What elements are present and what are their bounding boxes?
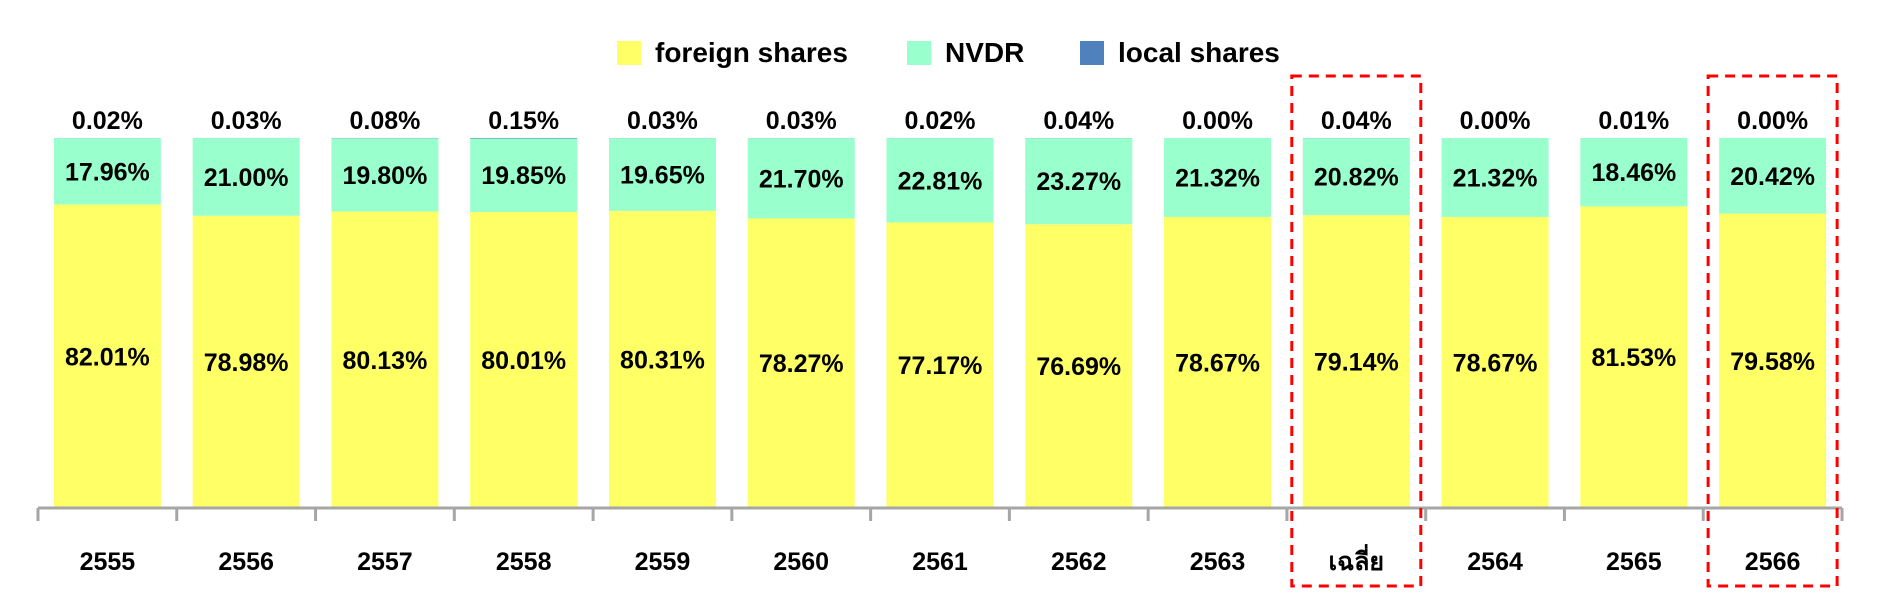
value-label-nvdr-8: 21.32%: [1175, 164, 1260, 192]
value-label-nvdr-12: 20.42%: [1730, 163, 1815, 191]
x-tick-label-7: 2562: [1051, 548, 1107, 576]
x-tick-label-0: 2555: [80, 548, 136, 576]
legend-label-0: foreign shares: [655, 37, 848, 68]
value-label-foreign-2: 80.13%: [343, 347, 428, 375]
value-label-nvdr-7: 23.27%: [1036, 168, 1121, 196]
value-label-local-7: 0.04%: [1043, 107, 1114, 135]
x-axis: 2555 2556 2557 2558 2559 2560 2561 2562 2563 เฉลี…: [38, 508, 1842, 576]
value-label-local-5: 0.03%: [766, 107, 837, 135]
value-label-foreign-3: 80.01%: [481, 347, 566, 375]
x-tick-label-10: 2564: [1467, 548, 1523, 576]
x-tick-label-4: 2559: [635, 548, 691, 576]
value-label-nvdr-9: 20.82%: [1314, 164, 1399, 192]
value-label-local-9: 0.04%: [1321, 107, 1392, 135]
value-label-local-4: 0.03%: [627, 107, 698, 135]
value-label-local-11: 0.01%: [1598, 107, 1669, 135]
value-label-local-10: 0.00%: [1460, 107, 1531, 135]
value-label-nvdr-10: 21.32%: [1453, 164, 1538, 192]
value-label-nvdr-5: 21.70%: [759, 165, 844, 193]
value-label-nvdr-11: 18.46%: [1591, 159, 1676, 187]
x-tick-label-8: 2563: [1190, 548, 1246, 576]
x-tick-label-9: เฉลี่ย: [1329, 544, 1385, 576]
bar-segment-local-shares-3: [470, 138, 577, 139]
value-label-nvdr-6: 22.81%: [898, 167, 983, 195]
x-tick-label-1: 2556: [218, 548, 274, 576]
value-label-foreign-8: 78.67%: [1175, 349, 1260, 377]
value-label-foreign-5: 78.27%: [759, 350, 844, 378]
value-label-nvdr-3: 19.85%: [481, 162, 566, 190]
legend-swatch-1: [907, 41, 931, 65]
value-label-foreign-9: 79.14%: [1314, 349, 1399, 377]
legend-swatch-0: [617, 41, 641, 65]
value-label-foreign-7: 76.69%: [1036, 353, 1121, 381]
legend-swatch-2: [1080, 41, 1104, 65]
legend: foreign shares NVDR local shares: [617, 37, 1280, 68]
value-label-local-8: 0.00%: [1182, 107, 1253, 135]
value-label-foreign-6: 77.17%: [898, 352, 983, 380]
value-label-foreign-1: 78.98%: [204, 349, 289, 377]
value-label-local-6: 0.02%: [905, 107, 976, 135]
value-label-nvdr-1: 21.00%: [204, 164, 289, 192]
value-label-local-12: 0.00%: [1737, 107, 1808, 135]
x-tick-label-12: 2566: [1745, 548, 1801, 576]
value-label-foreign-0: 82.01%: [65, 343, 150, 371]
value-label-local-3: 0.15%: [488, 107, 559, 135]
value-label-foreign-10: 78.67%: [1453, 349, 1538, 377]
x-tick-label-6: 2561: [912, 548, 968, 576]
value-label-foreign-11: 81.53%: [1591, 344, 1676, 372]
x-tick-label-3: 2558: [496, 548, 552, 576]
value-label-foreign-4: 80.31%: [620, 346, 705, 374]
x-tick-label-2: 2557: [357, 548, 413, 576]
value-label-nvdr-2: 19.80%: [343, 162, 428, 190]
x-tick-label-5: 2560: [773, 548, 829, 576]
value-label-local-1: 0.03%: [211, 107, 282, 135]
value-label-nvdr-0: 17.96%: [65, 158, 150, 186]
legend-label-2: local shares: [1118, 37, 1280, 68]
legend-label-1: NVDR: [945, 37, 1024, 68]
value-label-foreign-12: 79.58%: [1730, 348, 1815, 376]
x-tick-label-11: 2565: [1606, 548, 1662, 576]
value-label-local-0: 0.02%: [72, 107, 143, 135]
value-label-nvdr-4: 19.65%: [620, 162, 705, 190]
value-label-local-2: 0.08%: [349, 107, 420, 135]
